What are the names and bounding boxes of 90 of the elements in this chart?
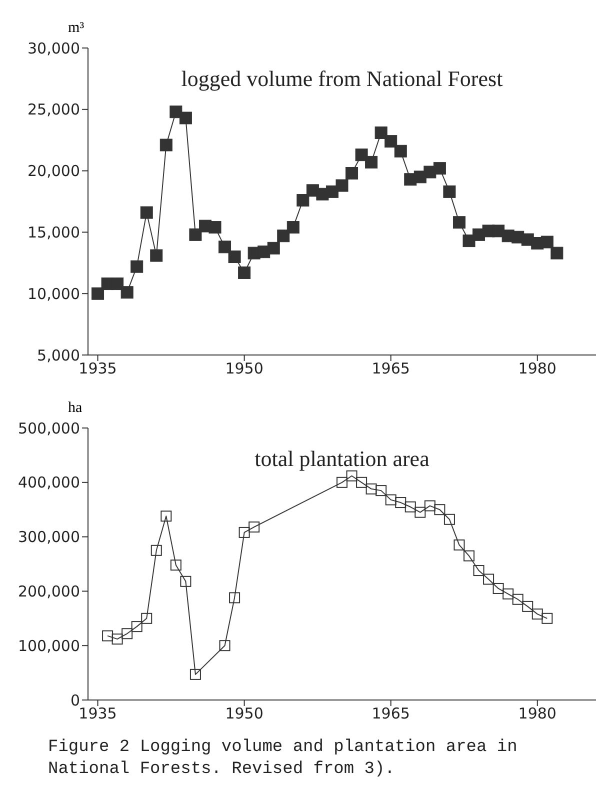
- point: [160, 138, 172, 152]
- point: [248, 522, 260, 533]
- point: [492, 582, 504, 594]
- point: [277, 230, 290, 242]
- y-axis-title: m³: [68, 20, 84, 37]
- point: [444, 514, 455, 525]
- point: [219, 640, 230, 652]
- point: [454, 539, 465, 550]
- x-tick-label: 1980: [518, 360, 556, 378]
- point: [414, 506, 426, 518]
- point: [473, 565, 484, 576]
- y-tick-label: 300,000: [18, 528, 80, 546]
- text: logged volume from National Forest: [180, 66, 504, 92]
- y-tick-label: 15,000: [28, 224, 80, 242]
- point: [238, 266, 251, 279]
- point: [374, 126, 388, 139]
- point: [229, 592, 240, 604]
- point: [160, 510, 172, 522]
- x-tick-label: 1950: [225, 704, 264, 723]
- point: [228, 250, 241, 264]
- text: total plantation area: [254, 446, 430, 472]
- point: [365, 156, 378, 168]
- point: [296, 194, 310, 207]
- point: [433, 162, 446, 175]
- point: [179, 112, 192, 124]
- x-tick-label: 1935: [78, 704, 117, 723]
- y-tick-label: 500,000: [18, 419, 80, 438]
- point: [111, 278, 124, 290]
- point: [130, 260, 144, 273]
- x-tick-label: 1965: [372, 360, 410, 378]
- point: [190, 668, 201, 680]
- x-tick-label: 1950: [225, 360, 264, 378]
- point: [542, 612, 553, 624]
- y-tick-label: 10,000: [28, 284, 80, 303]
- point: [180, 576, 192, 587]
- y-tick-label: 200,000: [18, 582, 80, 601]
- point: [395, 497, 406, 508]
- point: [483, 574, 494, 585]
- point: [189, 228, 202, 241]
- y-tick-label: 100,000: [18, 636, 80, 655]
- point: [464, 550, 474, 562]
- point: [92, 287, 104, 300]
- point: [443, 185, 456, 198]
- y-tick-label: 5,000: [37, 346, 80, 364]
- point: [150, 249, 163, 262]
- point: [218, 240, 232, 254]
- point: [550, 246, 564, 260]
- point: [394, 144, 407, 158]
- point: [424, 500, 436, 512]
- y-tick-label: 20,000: [28, 162, 80, 180]
- x-tick-label: 1935: [78, 360, 117, 378]
- point: [102, 630, 114, 642]
- y-axis-title: ha: [68, 400, 82, 417]
- point: [540, 236, 554, 248]
- y-tick-label: 25,000: [28, 100, 80, 119]
- point: [141, 612, 152, 624]
- point: [336, 179, 348, 192]
- point: [267, 242, 280, 254]
- y-tick-label: 0: [70, 691, 80, 710]
- point: [346, 470, 358, 482]
- y-tick-label: 400,000: [18, 474, 80, 492]
- x-tick-label: 1965: [372, 704, 410, 723]
- point: [366, 483, 377, 494]
- x-tick-label: 1980: [518, 704, 556, 723]
- point: [434, 504, 446, 516]
- point: [356, 476, 368, 488]
- point: [140, 206, 153, 219]
- point: [452, 216, 466, 229]
- point: [208, 221, 222, 234]
- point: [346, 167, 358, 180]
- caption: Figure 2 Logging volume and plantation area in National Forests. Revised from 3).: [47, 737, 518, 782]
- point: [150, 544, 162, 556]
- point: [404, 501, 416, 512]
- point: [122, 628, 133, 640]
- point: [522, 600, 534, 612]
- point: [532, 608, 543, 620]
- y-tick-label: 30,000: [28, 39, 80, 58]
- point: [376, 485, 387, 496]
- point: [238, 526, 250, 538]
- point: [384, 135, 398, 148]
- point: [120, 286, 134, 299]
- point: [502, 588, 514, 600]
- point: [336, 476, 348, 488]
- point: [512, 594, 524, 605]
- point: [385, 494, 396, 506]
- point: [131, 621, 142, 632]
- point: [286, 221, 300, 234]
- point: [170, 560, 182, 571]
- point: [355, 148, 368, 162]
- point: [112, 634, 123, 645]
